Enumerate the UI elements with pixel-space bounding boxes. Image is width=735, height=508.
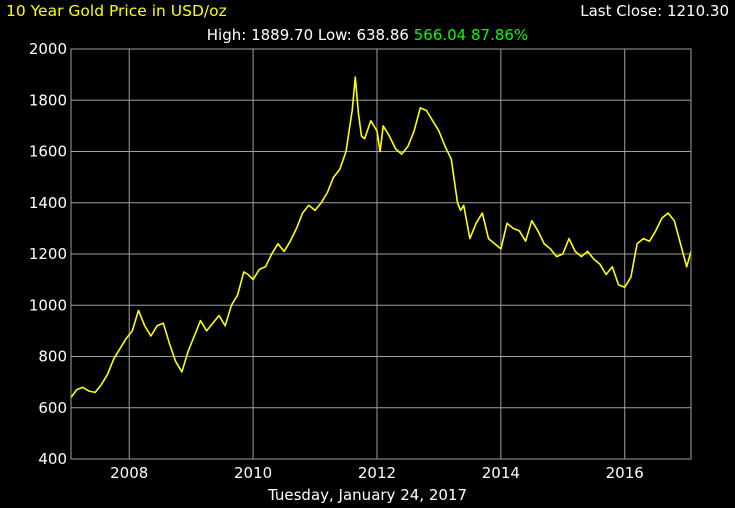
y-tick-label: 2000	[29, 40, 67, 58]
y-tick-label: 1600	[29, 143, 67, 161]
y-axis-ticks: 400 600 800 1000 1200 1400 1600 1800 2000	[29, 40, 67, 468]
grid	[71, 48, 691, 460]
low-value: 638.86	[356, 26, 409, 44]
change-percent: 87.86%	[471, 26, 529, 44]
x-tick-label: 2010	[234, 464, 272, 482]
x-axis-ticks: 2008 2010 2012 2014 2016	[110, 464, 644, 482]
date-footer: Tuesday, January 24, 2017	[268, 486, 467, 504]
y-tick-label: 1400	[29, 194, 67, 212]
high-value: 1889.70	[251, 26, 314, 44]
y-tick-label: 1200	[29, 245, 67, 263]
last-close-value: 1210.30	[666, 2, 729, 20]
y-tick-label: 600	[38, 399, 67, 417]
last-close: Last Close: 1210.30	[580, 2, 729, 20]
change-value: 566.04	[413, 26, 467, 44]
y-tick-label: 1800	[29, 91, 67, 109]
gold-price-line	[70, 76, 692, 398]
plot-frame	[70, 48, 692, 460]
y-tick-label: 400	[38, 450, 67, 468]
low-label: Low:	[317, 26, 352, 44]
series-layer	[70, 76, 692, 398]
price-stats: High: 1889.70 Low: 638.86 566.04 87.86%	[0, 26, 735, 44]
x-tick-label: 2016	[606, 464, 644, 482]
x-tick-label: 2008	[110, 464, 148, 482]
high-label: High:	[206, 26, 247, 44]
last-close-label: Last Close:	[580, 2, 663, 20]
y-tick-label: 800	[38, 348, 67, 366]
x-tick-label: 2012	[358, 464, 396, 482]
x-tick-label: 2014	[482, 464, 520, 482]
chart-title: 10 Year Gold Price in USD/oz	[6, 2, 227, 20]
y-tick-label: 1000	[29, 296, 67, 314]
